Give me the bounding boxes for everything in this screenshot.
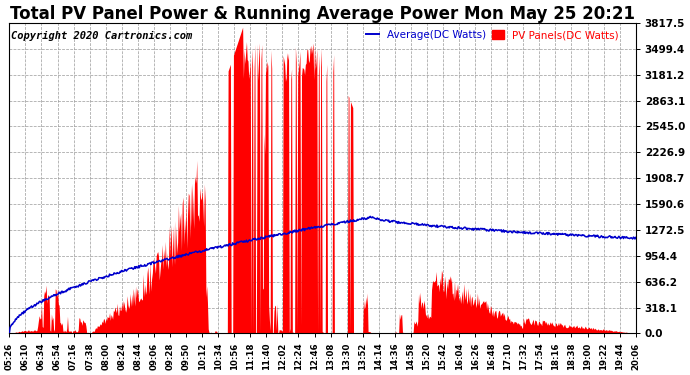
- Title: Total PV Panel Power & Running Average Power Mon May 25 20:21: Total PV Panel Power & Running Average P…: [10, 5, 635, 23]
- Legend: Average(DC Watts), PV Panels(DC Watts): Average(DC Watts), PV Panels(DC Watts): [364, 28, 621, 42]
- Text: Copyright 2020 Cartronics.com: Copyright 2020 Cartronics.com: [10, 31, 192, 41]
